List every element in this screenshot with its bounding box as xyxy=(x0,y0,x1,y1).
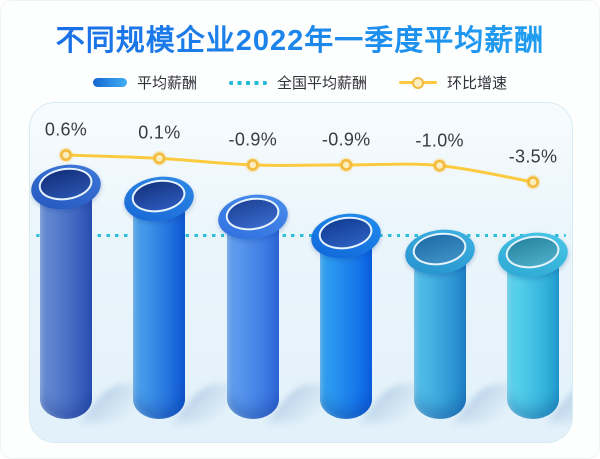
salary-bar xyxy=(320,238,373,419)
legend-item-growth-rate: 环比增速 xyxy=(399,72,507,93)
growth-marker-halo xyxy=(245,157,261,173)
growth-marker-icon xyxy=(527,176,539,188)
growth-marker-halo xyxy=(151,150,167,166)
growth-rate-label: 0.1% xyxy=(138,122,181,143)
growth-marker-halo xyxy=(58,147,74,163)
growth-rate-label: -3.5% xyxy=(508,146,558,167)
salary-bar xyxy=(133,201,186,419)
salary-bar xyxy=(413,254,466,419)
bar-top-lid xyxy=(401,225,478,279)
chart-card: 0.6% 0.1% -0.9% -0.9% -1.0% -3.5% xyxy=(29,102,573,443)
legend-label-national-average: 全国平均薪酬 xyxy=(276,75,367,92)
page-title: 不同规模企业2022年一季度平均薪酬 xyxy=(9,17,591,59)
salary-bar xyxy=(226,219,279,419)
growth-marker-halo xyxy=(338,157,354,173)
legend-item-average-salary: 平均薪酬 xyxy=(92,72,197,93)
salary-bar xyxy=(507,257,559,419)
bar-top-lid xyxy=(121,172,198,226)
growth-marker-halo xyxy=(525,174,541,190)
growth-marker-icon xyxy=(246,159,259,171)
salary-bar xyxy=(40,189,92,419)
page-header: 不同规模企业2022年一季度平均薪酬 平均薪酬 全国平均薪酬 环比增速 xyxy=(1,17,599,93)
line-marker-swatch-icon xyxy=(399,76,437,89)
national-average-line xyxy=(36,234,566,238)
dotted-line-swatch-icon xyxy=(228,80,267,85)
growth-marker-icon xyxy=(340,159,353,171)
legend-item-national-average: 全国平均薪酬 xyxy=(228,72,367,93)
growth-marker-icon xyxy=(60,149,72,161)
growth-marker-icon xyxy=(153,152,166,165)
bar-top-lid xyxy=(495,228,571,282)
bar-swatch-icon xyxy=(92,78,127,87)
marker-donut-icon xyxy=(412,76,424,89)
legend-label-average-salary: 平均薪酬 xyxy=(136,75,197,92)
growth-marker-halo xyxy=(432,158,448,174)
growth-rate-label: -1.0% xyxy=(415,130,464,151)
chart-legend: 平均薪酬 全国平均薪酬 环比增速 xyxy=(1,72,599,93)
bar-top-lid xyxy=(308,209,384,263)
growth-marker-icon xyxy=(433,159,446,172)
growth-rate-label: 0.6% xyxy=(44,119,88,140)
growth-line xyxy=(64,153,535,184)
bar-top-lid xyxy=(30,160,104,214)
legend-label-growth-rate: 环比增速 xyxy=(447,75,508,92)
growth-rate-label: -0.9% xyxy=(228,129,278,150)
growth-rate-label: -0.9% xyxy=(321,129,371,150)
